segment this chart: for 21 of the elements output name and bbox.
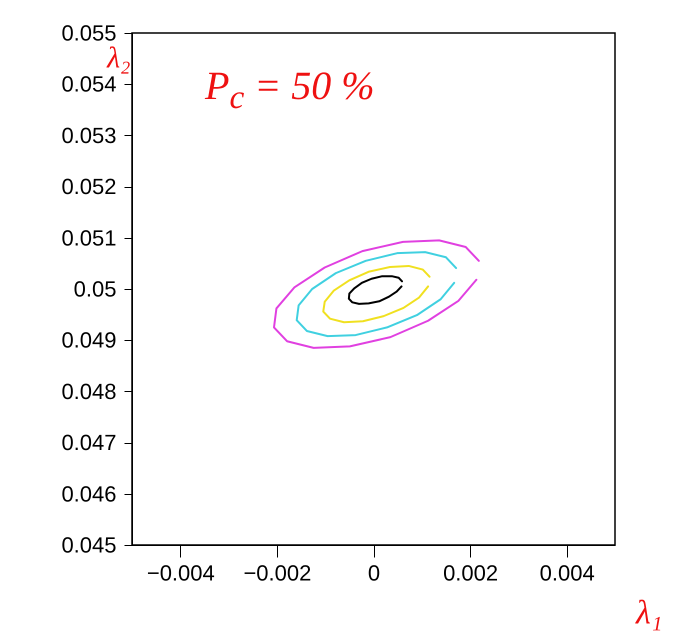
x-tick-label: −0.004 xyxy=(146,560,215,586)
y-tick-label: 0.054 xyxy=(61,72,116,97)
x-tick-label: −0.002 xyxy=(243,560,312,586)
x-axis-title: λ₁ xyxy=(634,594,662,632)
y-tick-label: 0.045 xyxy=(61,532,116,558)
y-tick-label: 0.047 xyxy=(61,430,116,456)
line-series xyxy=(348,275,403,305)
line-series xyxy=(273,239,480,349)
x-tick-label: 0.004 xyxy=(540,560,595,586)
annotation: P$_{c}$ = 50 % xyxy=(205,62,375,117)
y-tick-label: 0.053 xyxy=(61,122,116,148)
y-tick-label: 0.046 xyxy=(61,481,116,506)
y-tick-label: 0.048 xyxy=(61,378,116,404)
line-series xyxy=(296,251,458,338)
y-tick-label: 0.049 xyxy=(61,328,116,353)
y-tick-label: 0.051 xyxy=(61,225,116,250)
line-series xyxy=(322,264,431,324)
x-tick-label: 0 xyxy=(368,560,380,586)
y-tick-label: 0.05 xyxy=(74,276,116,302)
x-tick-label: 0.002 xyxy=(443,560,498,586)
y-tick-label: 0.052 xyxy=(61,174,116,200)
